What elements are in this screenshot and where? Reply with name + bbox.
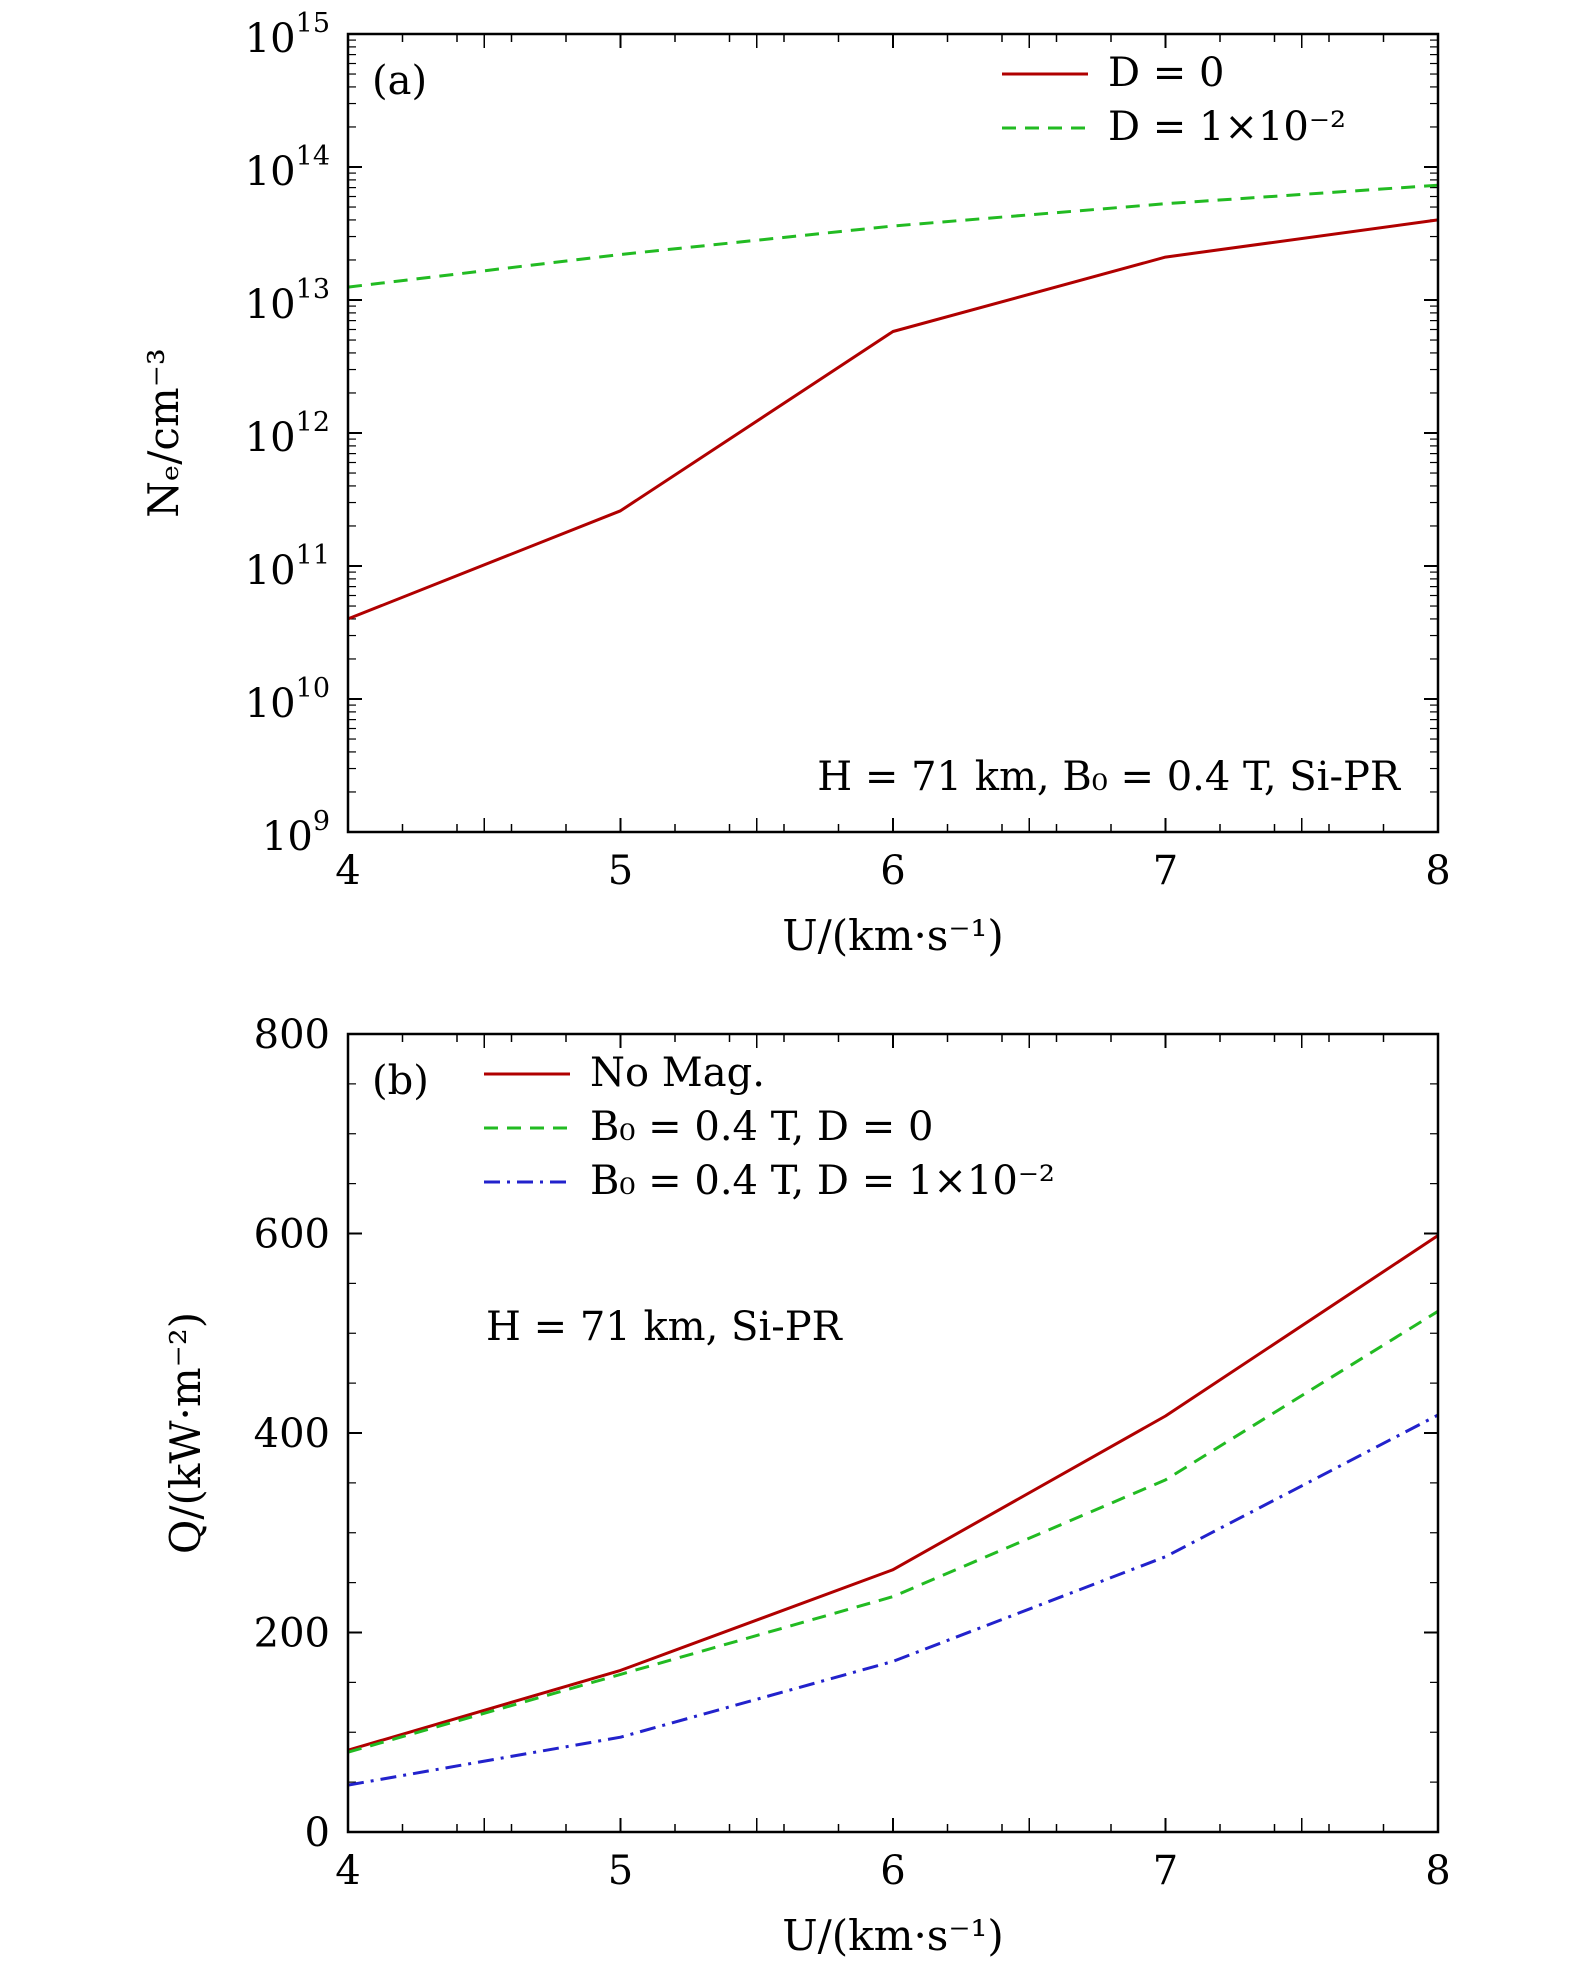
y-tick-label-base: 10 — [245, 282, 296, 328]
y-tick-label: 1015 — [245, 8, 330, 62]
panel-a-x-axis-label: U/(km·s⁻¹) — [782, 911, 1004, 960]
panel-b-x-ticks: 4 5 6 7 8 — [335, 1034, 1451, 1894]
y-tick-label-base: 10 — [245, 548, 296, 594]
panel-b-series-group — [347, 1234, 1439, 1787]
series-line-1 — [347, 1310, 1439, 1754]
x-tick-label: 6 — [880, 1848, 905, 1894]
y-tick-label-exponent: 11 — [296, 540, 330, 571]
y-tick-label-exponent: 15 — [296, 8, 330, 39]
y-tick-label: 1012 — [245, 407, 330, 461]
panel-b-legend: No Mag. B₀ = 0.4 T, D = 0 B₀ = 0.4 T, D = … — [484, 1050, 1055, 1204]
x-tick-label: 7 — [1153, 1848, 1178, 1894]
legend-label-1: B₀ = 0.4 T, D = 0 — [590, 1104, 933, 1150]
panel-a-annotation: H = 71 km, B₀ = 0.4 T, Si-PR — [817, 754, 1402, 800]
x-tick-label: 5 — [608, 1848, 633, 1894]
y-tick-label: 109 — [262, 806, 330, 860]
panel-a-x-ticks: 4 5 6 7 8 — [335, 34, 1451, 894]
y-tick-label-base: 10 — [245, 16, 296, 62]
legend-label-0: No Mag. — [590, 1050, 765, 1096]
panel-b-tag: (b) — [372, 1058, 429, 1104]
panel-a-y-axis-label: Nₑ/cm⁻³ — [139, 348, 188, 518]
y-tick-label-base: 10 — [262, 814, 313, 860]
y-tick-label-base: 10 — [245, 681, 296, 727]
panel-a-legend: D = 0 D = 1×10⁻² — [1002, 50, 1346, 150]
y-tick-label-exponent: 13 — [296, 274, 330, 305]
panel-a-minor-ticks — [348, 34, 1438, 832]
series-line-0 — [347, 218, 1439, 621]
x-tick-label: 4 — [335, 848, 360, 894]
legend-label-1: D = 1×10⁻² — [1108, 104, 1346, 150]
panel-b-annotation: H = 71 km, Si-PR — [486, 1304, 844, 1350]
panel-b-x-axis-label: U/(km·s⁻¹) — [782, 1911, 1004, 1960]
panel-a-series-group — [347, 183, 1439, 621]
panel-b-chart: 4 5 6 7 8 0 200 400 600 800 (b) H = 71 km, Si-PR… — [161, 1012, 1451, 1960]
series-line-0 — [347, 1234, 1439, 1752]
x-tick-label: 7 — [1153, 848, 1178, 894]
y-tick-label: 600 — [254, 1212, 330, 1258]
y-tick-label: 400 — [254, 1411, 330, 1457]
panel-a-plot-frame — [346, 32, 1440, 834]
x-tick-label: 8 — [1425, 848, 1450, 894]
legend-label-2: B₀ = 0.4 T, D = 1×10⁻² — [590, 1158, 1055, 1204]
series-line-1 — [347, 183, 1439, 289]
y-tick-label-exponent: 10 — [296, 673, 330, 704]
y-tick-label-exponent: 14 — [296, 141, 330, 172]
y-tick-label: 800 — [254, 1012, 330, 1058]
series-line-2 — [347, 1413, 1439, 1787]
y-tick-label-base: 10 — [245, 415, 296, 461]
panel-b-plot-frame — [346, 1032, 1440, 1834]
y-tick-label: 0 — [305, 1810, 330, 1856]
x-tick-label: 8 — [1425, 1848, 1450, 1894]
x-tick-label: 6 — [880, 848, 905, 894]
x-tick-label: 5 — [608, 848, 633, 894]
y-tick-label-base: 10 — [245, 149, 296, 195]
panel-b-y-ticks: 0 200 400 600 800 — [254, 1012, 1438, 1856]
panel-b-minor-ticks — [348, 1034, 1438, 1832]
y-tick-label: 1014 — [245, 141, 330, 195]
y-tick-label-exponent: 9 — [313, 806, 330, 837]
y-tick-label: 200 — [254, 1611, 330, 1657]
panel-a-tag: (a) — [372, 58, 427, 104]
y-tick-label-exponent: 12 — [296, 407, 330, 438]
legend-label-0: D = 0 — [1108, 50, 1224, 96]
x-tick-label: 4 — [335, 1848, 360, 1894]
y-tick-label: 1010 — [245, 673, 330, 727]
y-tick-label: 1011 — [245, 540, 330, 594]
panel-b-y-axis-label: Q/(kW·m⁻²) — [161, 1312, 210, 1554]
y-tick-label: 1013 — [245, 274, 330, 328]
